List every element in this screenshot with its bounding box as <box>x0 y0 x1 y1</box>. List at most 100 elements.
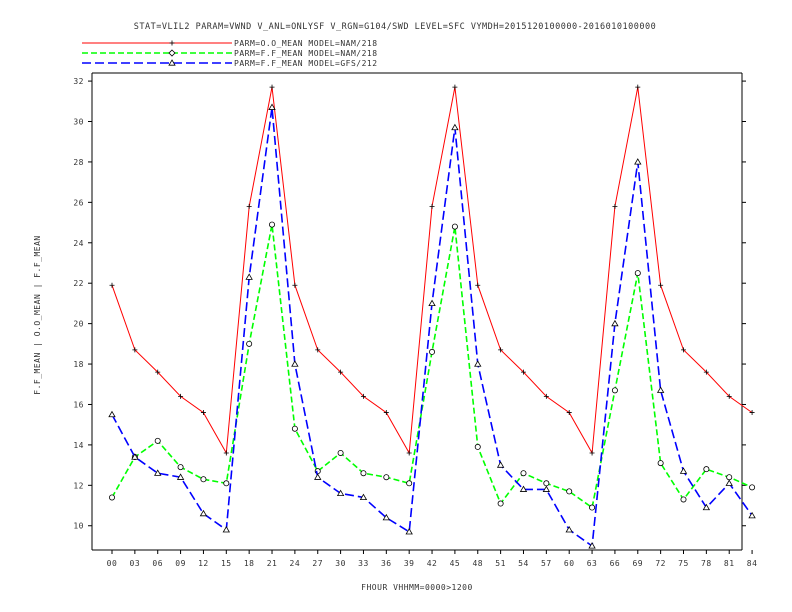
x-ticks: 00 03 06 09 12 15 18 21 24 27 30 33 36 39 42 45 48 51 54 57… <box>107 550 757 568</box>
legend-label: PARM=O.O_MEAN MODEL=NAM/218 <box>234 39 378 48</box>
axes <box>91 72 743 551</box>
series-line <box>111 87 753 455</box>
chart-title: STAT=VLIL2 PARAM=VWND V_ANL=ONLYSF V_RGN… <box>134 22 656 32</box>
data-point <box>543 393 549 399</box>
data-point <box>360 393 366 399</box>
data-point <box>177 464 184 471</box>
data-point <box>497 500 504 507</box>
data-point <box>702 503 711 511</box>
x-tick-label: 39 <box>404 559 415 568</box>
data-point <box>245 273 253 280</box>
data-point <box>406 480 413 487</box>
data-point <box>405 528 413 535</box>
data-point <box>748 511 756 519</box>
data-point <box>635 84 641 90</box>
x-tick-label: 06 <box>152 559 163 568</box>
legend-label: PARM=F.F_MEAN MODEL=GFS/212 <box>234 59 378 68</box>
x-tick-label: 09 <box>175 559 186 568</box>
data-point <box>703 369 709 375</box>
x-tick-label: 66 <box>610 559 621 568</box>
data-point <box>268 103 276 110</box>
data-point <box>223 480 230 487</box>
data-point <box>520 369 526 375</box>
x-tick-label: 81 <box>724 559 735 568</box>
legend-marker <box>169 40 175 46</box>
x-tick-label: 03 <box>130 559 141 568</box>
data-point <box>382 513 391 521</box>
data-point <box>154 469 162 476</box>
data-point <box>429 348 436 355</box>
data-point <box>474 443 481 450</box>
x-tick-label: 78 <box>701 559 712 568</box>
data-point <box>612 203 618 209</box>
data-point <box>703 466 710 473</box>
data-point <box>291 360 299 367</box>
data-point <box>726 393 732 399</box>
data-point <box>749 484 756 491</box>
x-tick-label: 69 <box>632 559 643 568</box>
data-point <box>542 485 551 492</box>
x-tick-label: 15 <box>221 559 232 568</box>
data-point <box>178 393 184 399</box>
data-point <box>292 282 298 288</box>
data-point <box>291 425 298 432</box>
x-tick-label: 48 <box>472 559 483 568</box>
legend-label: PARM=F.F_MEAN MODEL=NAM/218 <box>234 49 378 58</box>
data-point <box>520 470 527 477</box>
data-point <box>109 282 115 288</box>
data-point <box>199 509 208 517</box>
data-point <box>588 542 596 549</box>
legend: PARM=O.O_MEAN MODEL=NAM/218PARM=F.F_MEAN… <box>82 39 378 68</box>
series-3 <box>108 103 756 549</box>
data-point <box>726 474 733 481</box>
y-tick-label: 28 <box>73 158 84 167</box>
data-point <box>475 282 481 288</box>
data-point <box>200 476 207 483</box>
data-point <box>338 369 344 375</box>
data-point <box>681 347 686 353</box>
data-point <box>246 203 252 209</box>
data-point <box>132 347 138 353</box>
x-tick-label: 72 <box>655 559 666 568</box>
data-point <box>383 474 390 481</box>
data-point <box>246 340 253 347</box>
data-point <box>589 504 596 511</box>
x-tick-label: 60 <box>564 559 575 568</box>
legend-marker <box>168 59 176 66</box>
x-tick-label: 63 <box>587 559 598 568</box>
x-tick-label: 51 <box>495 559 506 568</box>
data-point <box>543 480 550 487</box>
data-point <box>109 494 116 501</box>
x-tick-label: 75 <box>678 559 689 568</box>
x-tick-label: 33 <box>358 559 369 568</box>
data-point <box>336 489 345 497</box>
data-point <box>155 369 161 375</box>
y-tick-label: 12 <box>73 481 84 490</box>
y-tick-label: 30 <box>73 118 84 127</box>
data-point <box>496 461 505 468</box>
y-tick-label: 16 <box>73 400 84 409</box>
data-point <box>474 360 482 367</box>
data-point <box>315 347 321 353</box>
legend-marker <box>168 49 176 57</box>
data-point <box>680 496 687 503</box>
data-point <box>656 386 665 393</box>
series-1 <box>109 84 755 456</box>
x-tick-label: 57 <box>541 559 552 568</box>
y-tick-label: 14 <box>73 441 84 450</box>
y-axis-label: F.F_MEAN | O.O_MEAN | F.F_MEAN <box>33 235 42 395</box>
data-point <box>611 387 618 394</box>
x-tick-label: 30 <box>335 559 346 568</box>
x-tick-label: 18 <box>244 559 255 568</box>
data-point <box>131 453 139 460</box>
data-point <box>451 223 458 230</box>
data-point <box>406 450 412 456</box>
x-tick-label: 21 <box>267 559 278 568</box>
x-tick-label: 45 <box>450 559 461 568</box>
y-tick-label: 22 <box>73 279 84 288</box>
data-point <box>222 525 230 533</box>
data-point <box>360 470 367 477</box>
data-point <box>200 410 206 416</box>
data-point <box>337 449 344 456</box>
series-group <box>108 84 756 549</box>
